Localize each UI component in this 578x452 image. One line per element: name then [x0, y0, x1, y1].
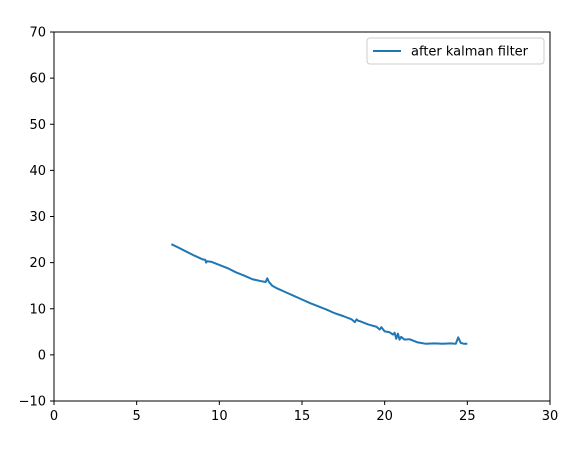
y-tick-label: 0 — [38, 348, 46, 363]
x-tick-label: 5 — [133, 409, 141, 424]
legend: after kalman filter — [366, 37, 545, 65]
x-tick-label: 10 — [211, 409, 228, 424]
legend-label: after kalman filter — [411, 45, 529, 60]
x-tick-label: 15 — [294, 409, 311, 424]
y-tick-label: 30 — [29, 210, 46, 225]
x-tick-label: 0 — [50, 409, 58, 424]
y-tick-label: 60 — [29, 72, 46, 87]
x-tick-label: 20 — [376, 409, 393, 424]
y-tick-label: 10 — [29, 302, 46, 317]
x-tick-label: 25 — [459, 409, 476, 424]
x-tick-label: 30 — [542, 409, 559, 424]
series-line — [170, 243, 468, 345]
y-tick-label: 40 — [29, 164, 46, 179]
plot-frame — [53, 31, 551, 402]
x-axis-ticks: 0 5 10 15 20 25 30 — [50, 401, 558, 424]
legend-box — [366, 37, 545, 65]
y-tick-label: 70 — [29, 26, 46, 41]
y-axis-ticks: −10 0 10 20 30 40 50 60 70 — [19, 26, 54, 410]
y-tick-label: 20 — [29, 256, 46, 271]
plot-lines — [170, 243, 468, 345]
y-tick-label: −10 — [19, 395, 46, 410]
y-tick-label: 50 — [29, 118, 46, 133]
